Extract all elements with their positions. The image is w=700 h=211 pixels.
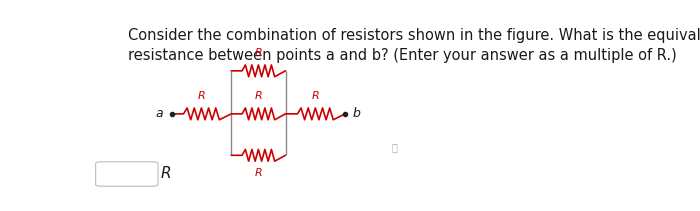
Text: R: R	[255, 91, 262, 101]
Text: R: R	[197, 91, 205, 101]
Text: R: R	[312, 91, 319, 101]
Text: b: b	[353, 107, 360, 120]
Text: R: R	[255, 48, 262, 58]
Text: R: R	[161, 166, 172, 181]
Text: a: a	[156, 107, 163, 120]
Text: R: R	[255, 168, 262, 178]
Text: ⓘ: ⓘ	[391, 142, 397, 152]
FancyBboxPatch shape	[96, 162, 158, 186]
Text: Consider the combination of resistors shown in the figure. What is the equivalen: Consider the combination of resistors sh…	[128, 28, 700, 62]
